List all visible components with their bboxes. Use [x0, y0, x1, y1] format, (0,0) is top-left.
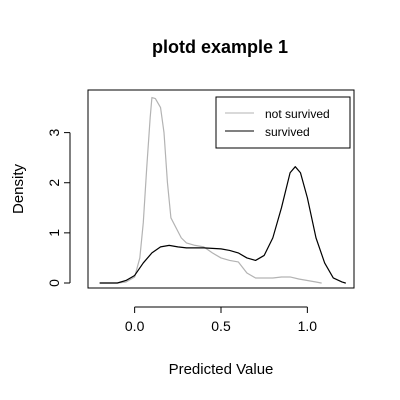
series-line-not-survived [99, 96, 322, 284]
series-line-survived [99, 166, 346, 284]
x-axis: 0.0 0.5 1.0 [125, 306, 318, 334]
plot-frame [87, 89, 355, 289]
x-tick-label: 1.0 [298, 318, 318, 334]
y-axis-label: Density [10, 163, 27, 214]
legend-label-survived: survived [265, 125, 310, 139]
legend-box [215, 96, 351, 149]
x-axis-label: Predicted Value [169, 361, 274, 378]
y-axis: 0 1 2 3 [46, 129, 71, 287]
x-tick-label: 0.5 [211, 318, 231, 334]
chart-title: plotd example 1 [152, 37, 288, 57]
y-tick-label: 0 [46, 279, 62, 287]
y-tick-label: 3 [46, 129, 62, 137]
legend: not survived survived [215, 96, 351, 149]
x-tick-label: 0.0 [125, 318, 145, 334]
y-tick-label: 1 [46, 229, 62, 237]
series-layer [99, 96, 346, 284]
y-tick-label: 2 [46, 179, 62, 187]
legend-label-not-survived: not survived [265, 107, 330, 121]
